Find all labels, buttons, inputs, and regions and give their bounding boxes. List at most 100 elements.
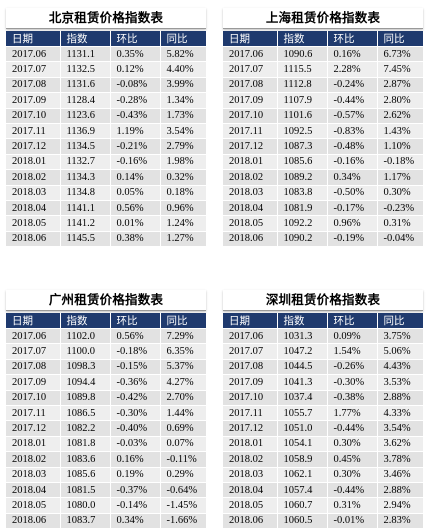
- table-header-row: 日期 指数 环比 同比: [6, 31, 206, 47]
- cell-index: 1031.3: [277, 327, 328, 344]
- table-row: 2017.12 1087.3 -0.48% 1.10%: [223, 138, 423, 155]
- table-row: 2017.07 1132.5 0.12% 4.40%: [6, 61, 206, 78]
- cell-index: 1047.2: [277, 343, 328, 360]
- cell-mom: 0.96%: [327, 215, 378, 232]
- cell-mom: -0.50%: [327, 184, 378, 201]
- table-row: 2017.07 1115.5 2.28% 7.45%: [223, 61, 423, 78]
- cell-mom: -0.19%: [327, 230, 378, 247]
- cell-yoy: 3.46%: [377, 466, 423, 483]
- table-row: 2018.06 1060.5 -0.01% 2.83%: [223, 512, 423, 528]
- cell-mom: 0.14%: [110, 169, 161, 186]
- cell-yoy: 3.78%: [377, 451, 423, 468]
- cell-index: 1102.0: [60, 327, 111, 344]
- cell-mom: -0.30%: [327, 374, 378, 391]
- table-row: 2018.02 1083.6 0.16% -0.11%: [6, 451, 206, 468]
- cell-yoy: 5.82%: [160, 45, 206, 62]
- cell-yoy: 1.44%: [160, 404, 206, 421]
- cell-mom: -0.17%: [327, 199, 378, 216]
- cell-date: 2018.06: [223, 230, 278, 247]
- cell-date: 2017.06: [6, 327, 61, 344]
- cell-yoy: 1.43%: [377, 122, 423, 139]
- cell-mom: 0.31%: [327, 497, 378, 514]
- cell-yoy: 0.18%: [160, 184, 206, 201]
- cell-index: 1145.5: [60, 230, 111, 247]
- table-row: 2018.02 1058.9 0.45% 3.78%: [223, 451, 423, 468]
- panel-title: 广州租赁价格指数表: [6, 290, 206, 311]
- table-row: 2018.03 1062.1 0.30% 3.46%: [223, 466, 423, 483]
- cell-yoy: 6.73%: [377, 45, 423, 62]
- cell-index: 1089.2: [277, 169, 328, 186]
- cell-date: 2018.04: [6, 199, 61, 216]
- cell-mom: 0.38%: [110, 230, 161, 247]
- cell-date: 2017.11: [6, 404, 61, 421]
- cell-date: 2018.02: [223, 451, 278, 468]
- cell-index: 1055.7: [277, 404, 328, 421]
- table-row: 2017.10 1089.8 -0.42% 2.70%: [6, 389, 206, 406]
- cell-yoy: -0.18%: [377, 153, 423, 170]
- cell-mom: -0.44%: [327, 420, 378, 437]
- cell-yoy: 4.40%: [160, 61, 206, 78]
- cell-index: 1112.8: [277, 76, 328, 93]
- cell-index: 1134.3: [60, 169, 111, 186]
- table-row: 2018.01 1085.6 -0.16% -0.18%: [223, 153, 423, 170]
- cell-mom: -0.14%: [110, 497, 161, 514]
- cell-yoy: 0.69%: [160, 420, 206, 437]
- cell-yoy: 2.87%: [377, 76, 423, 93]
- table-row: 2017.09 1094.4 -0.36% 4.27%: [6, 374, 206, 391]
- cell-mom: -0.48%: [327, 138, 378, 155]
- cell-yoy: 1.17%: [377, 169, 423, 186]
- cell-date: 2017.06: [223, 45, 278, 62]
- cell-mom: -0.08%: [110, 76, 161, 93]
- cell-index: 1101.6: [277, 107, 328, 124]
- cell-yoy: -0.11%: [160, 451, 206, 468]
- cell-date: 2017.07: [6, 343, 61, 360]
- cell-index: 1132.7: [60, 153, 111, 170]
- cell-index: 1082.2: [60, 420, 111, 437]
- table-row: 2018.03 1134.8 0.05% 0.18%: [6, 184, 206, 201]
- cell-index: 1128.4: [60, 92, 111, 109]
- cell-yoy: 2.80%: [377, 92, 423, 109]
- beijing-rent-index-panel: 北京租赁价格指数表 日期 指数 环比 同比 2017.06 1131.1 0.35% 5.82%…: [6, 8, 206, 247]
- cell-mom: -0.03%: [110, 435, 161, 452]
- shanghai-rent-index-panel: 上海租赁价格指数表 日期 指数 环比 同比 2017.06 1090.6 0.16% 6.73%…: [223, 8, 423, 247]
- table-row: 2018.01 1081.8 -0.03% 0.07%: [6, 435, 206, 452]
- cell-date: 2017.11: [223, 404, 278, 421]
- cell-yoy: -1.45%: [160, 497, 206, 514]
- cell-index: 1092.5: [277, 122, 328, 139]
- cell-date: 2017.09: [6, 374, 61, 391]
- column-header-index: 指数: [277, 31, 328, 47]
- cell-yoy: 0.32%: [160, 169, 206, 186]
- cell-index: 1086.5: [60, 404, 111, 421]
- cell-yoy: 1.24%: [160, 215, 206, 232]
- cell-mom: 1.19%: [110, 122, 161, 139]
- cell-yoy: 7.45%: [377, 61, 423, 78]
- cell-mom: 0.56%: [110, 199, 161, 216]
- column-header-date: 日期: [223, 313, 278, 329]
- cell-index: 1136.9: [60, 122, 111, 139]
- cell-index: 1131.6: [60, 76, 111, 93]
- cell-date: 2018.02: [6, 169, 61, 186]
- cell-yoy: 2.88%: [377, 389, 423, 406]
- table-row: 2018.02 1134.3 0.14% 0.32%: [6, 169, 206, 186]
- cell-yoy: 1.27%: [160, 230, 206, 247]
- table-header-row: 日期 指数 环比 同比: [223, 313, 423, 329]
- cell-yoy: 3.54%: [377, 420, 423, 437]
- table-row: 2017.06 1131.1 0.35% 5.82%: [6, 45, 206, 62]
- cell-date: 2017.08: [223, 76, 278, 93]
- cell-mom: -0.01%: [327, 512, 378, 528]
- rent-index-table: 日期 指数 环比 同比 2017.06 1031.3 0.09% 3.75% 2017.07 10…: [223, 313, 423, 528]
- cell-date: 2017.12: [6, 420, 61, 437]
- cell-yoy: -1.66%: [160, 512, 206, 528]
- cell-mom: -0.18%: [110, 343, 161, 360]
- cell-date: 2017.11: [6, 122, 61, 139]
- cell-index: 1123.6: [60, 107, 111, 124]
- cell-yoy: 3.99%: [160, 76, 206, 93]
- cell-yoy: 1.34%: [160, 92, 206, 109]
- table-row: 2017.12 1082.2 -0.40% 0.69%: [6, 420, 206, 437]
- table-row: 2017.12 1134.5 -0.21% 2.79%: [6, 138, 206, 155]
- table-row: 2018.06 1083.7 0.34% -1.66%: [6, 512, 206, 528]
- table-row: 2017.06 1090.6 0.16% 6.73%: [223, 45, 423, 62]
- cell-index: 1092.2: [277, 215, 328, 232]
- cell-yoy: -0.23%: [377, 199, 423, 216]
- cell-index: 1141.2: [60, 215, 111, 232]
